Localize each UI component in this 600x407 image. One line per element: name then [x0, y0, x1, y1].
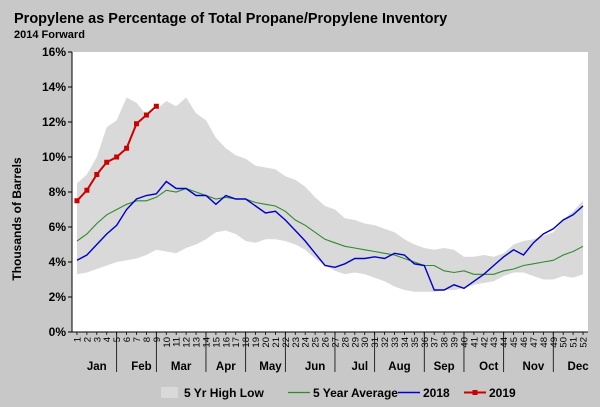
- series-point-2019: [114, 154, 120, 160]
- x-week-label: 47: [529, 337, 540, 348]
- x-week-label: 36: [420, 337, 431, 348]
- x-week-label: 19: [251, 337, 262, 348]
- legend-marker-2019: [472, 390, 478, 395]
- series-point-2019: [134, 121, 139, 127]
- x-week-label: 49: [549, 337, 560, 348]
- y-tick-label: 10%: [42, 150, 66, 164]
- x-month-label: Oct: [479, 361, 498, 373]
- x-week-label: 34: [400, 337, 411, 348]
- legend-label-band: 5 Yr High Low: [184, 386, 264, 400]
- y-tick-label: 12%: [42, 115, 66, 129]
- x-week-label: 25: [311, 337, 322, 348]
- x-week-label: 8: [142, 337, 153, 342]
- x-week-label: 24: [301, 337, 312, 348]
- series-line-2018: [76, 180, 584, 291]
- legend-label-2019: 2019: [489, 386, 516, 400]
- x-week-label: 27: [331, 337, 342, 348]
- x-week-label: 9: [152, 337, 163, 342]
- x-week-label: 28: [340, 337, 351, 348]
- x-week-label: 48: [539, 337, 550, 348]
- x-month-label: Sep: [434, 361, 455, 373]
- series-point-2019: [153, 103, 159, 109]
- y-tick-label: 6%: [49, 220, 67, 234]
- series-point-2019: [74, 198, 80, 204]
- x-month-label: May: [259, 361, 282, 373]
- x-week-label: 1: [73, 337, 84, 342]
- x-week-label: 33: [390, 337, 401, 348]
- y-tick-label: 4%: [49, 255, 67, 269]
- series-point-2019: [84, 187, 90, 193]
- x-week-label: 10: [162, 337, 173, 348]
- series-point-2019: [104, 159, 110, 165]
- y-tick-label: 16%: [42, 45, 66, 59]
- y-axis-label: Thousands of Barrels: [10, 157, 24, 281]
- x-week-label: 43: [489, 337, 500, 348]
- x-week-label: 50: [559, 337, 570, 348]
- x-week-label: 46: [519, 337, 530, 348]
- x-week-label: 31: [370, 337, 381, 348]
- x-week-label: 20: [261, 337, 272, 348]
- x-week-label: 45: [509, 337, 520, 348]
- series-point-2019: [94, 172, 100, 177]
- x-week-label: 11: [172, 337, 183, 347]
- x-week-label: 52: [579, 337, 590, 348]
- x-week-label: 21: [271, 337, 282, 348]
- series-line-5-year-average: [76, 187, 584, 275]
- x-week-label: 30: [360, 337, 371, 348]
- x-month-label: Dec: [568, 361, 590, 373]
- x-week-label: 22: [281, 337, 292, 348]
- x-week-label: 3: [92, 337, 103, 342]
- x-week-label: 4: [102, 337, 113, 342]
- x-week-label: 23: [291, 337, 302, 348]
- x-week-label: 35: [410, 337, 421, 348]
- x-week-label: 44: [499, 337, 510, 348]
- x-week-label: 37: [430, 337, 441, 348]
- x-month-label: Mar: [171, 361, 192, 373]
- x-month-label: Nov: [523, 361, 545, 373]
- x-week-label: 29: [350, 337, 361, 348]
- series-point-2019: [143, 112, 149, 118]
- x-week-label: 16: [221, 337, 232, 348]
- series-point-2019: [124, 145, 130, 151]
- x-week-label: 26: [321, 337, 332, 348]
- x-week-label: 14: [202, 337, 213, 348]
- x-month-label: Apr: [216, 361, 236, 373]
- legend-swatch-band: [161, 387, 178, 398]
- legend-label-2018: 2018: [423, 386, 450, 400]
- x-week-label: 40: [460, 337, 471, 348]
- x-week-label: 39: [450, 337, 461, 348]
- x-week-label: 6: [122, 337, 133, 342]
- y-tick-label: 2%: [49, 290, 67, 304]
- x-week-label: 15: [211, 337, 222, 348]
- x-week-label: 17: [231, 337, 242, 348]
- x-week-label: 41: [469, 337, 480, 348]
- x-week-label: 13: [192, 337, 203, 348]
- x-week-label: 5: [112, 337, 123, 342]
- legend: 5 Yr High Low 5 Year Average 2018 2019: [161, 386, 516, 400]
- chart-subtitle: 2014 Forward: [14, 29, 85, 41]
- x-month-label: Aug: [388, 361, 410, 373]
- x-week-label: 32: [380, 337, 391, 348]
- x-week-label: 2: [82, 337, 93, 342]
- x-week-label: 42: [479, 337, 490, 348]
- x-week-label: 38: [440, 337, 451, 348]
- chart-title: Propylene as Percentage of Total Propane…: [14, 11, 447, 27]
- legend-label-5yr-average: 5 Year Average: [313, 386, 398, 400]
- x-week-label: 7: [132, 337, 143, 342]
- x-month-label: Jun: [305, 361, 325, 373]
- x-week-label: 18: [241, 337, 252, 348]
- y-tick-label: 8%: [49, 185, 67, 199]
- band-5yr-high-low: [77, 97, 583, 292]
- y-tick-label: 0%: [49, 325, 67, 339]
- x-month-label: Jan: [87, 361, 107, 373]
- y-tick-label: 14%: [42, 80, 66, 94]
- x-week-label: 51: [569, 337, 580, 348]
- x-week-label: 12: [182, 337, 193, 348]
- x-month-label: Feb: [131, 361, 151, 373]
- x-month-label: Jul: [351, 361, 368, 373]
